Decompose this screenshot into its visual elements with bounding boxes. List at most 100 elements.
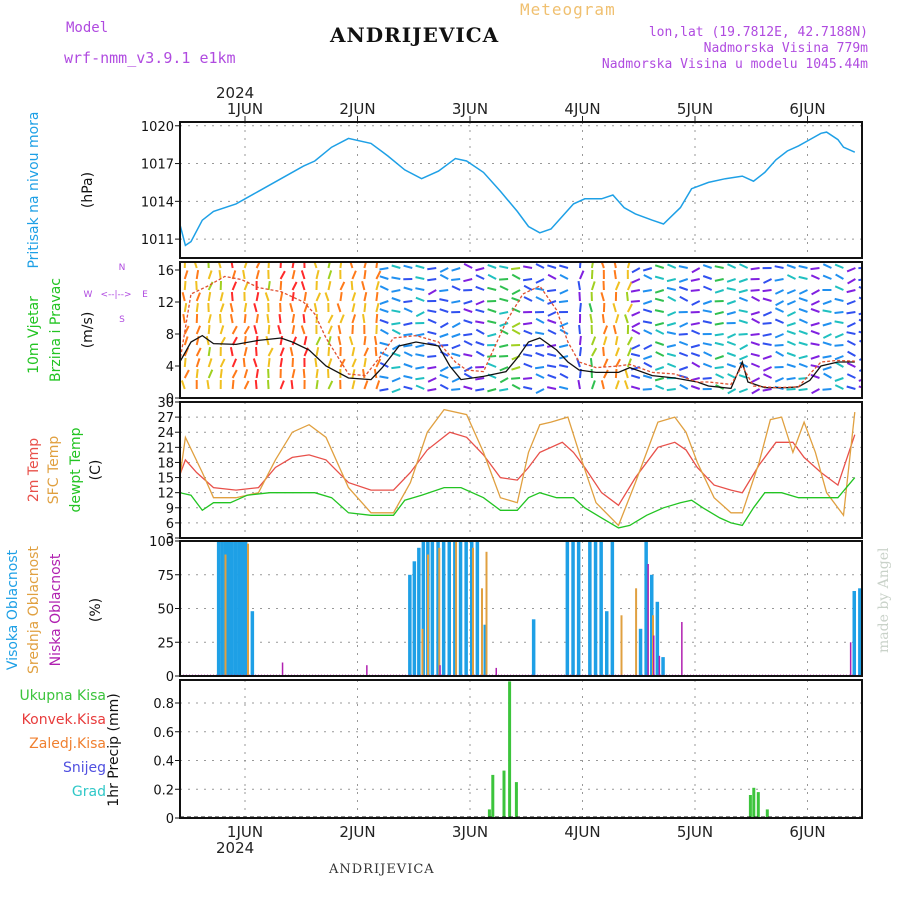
wind-barb bbox=[786, 388, 796, 391]
wind-barb bbox=[762, 366, 772, 372]
wind-barb bbox=[362, 313, 366, 324]
wind-barb bbox=[303, 291, 307, 302]
wind-barb bbox=[883, 321, 892, 323]
model-label: Model bbox=[66, 20, 109, 36]
x-tick-top-3JUN: 3JUN bbox=[452, 100, 488, 118]
wind-barb bbox=[642, 308, 653, 313]
y-tick-label: 0.8 bbox=[153, 697, 174, 712]
y-tick-label: 0.2 bbox=[153, 783, 174, 798]
precip-bar bbox=[514, 782, 518, 818]
temp-axis-title-3: dewpt Temp bbox=[68, 427, 84, 512]
wind-barb bbox=[810, 355, 820, 360]
wind-barb bbox=[475, 377, 485, 381]
y-tick-label: 25 bbox=[157, 636, 174, 651]
wind-barb bbox=[654, 309, 664, 313]
wind-barb bbox=[375, 262, 379, 269]
wind-barb bbox=[379, 285, 389, 291]
wind-barb bbox=[823, 372, 832, 379]
wind-barb bbox=[207, 270, 213, 280]
y-tick-label: 0 bbox=[166, 392, 174, 407]
wind-barb bbox=[702, 320, 712, 324]
wind-barb bbox=[591, 347, 598, 357]
wind-barb bbox=[403, 344, 413, 348]
wind-barb bbox=[391, 377, 401, 383]
wind-barb bbox=[858, 312, 862, 316]
wind-barb bbox=[291, 313, 296, 324]
wind-barb bbox=[750, 341, 760, 346]
wind-barb bbox=[643, 329, 653, 335]
wind-barb bbox=[612, 303, 617, 313]
wind-barb bbox=[714, 322, 724, 326]
wind-barb bbox=[691, 300, 701, 306]
wind-barb bbox=[463, 366, 473, 373]
wind-barb bbox=[403, 307, 413, 313]
wind-barb bbox=[439, 373, 449, 379]
wind-barb bbox=[535, 278, 545, 284]
wind-barb bbox=[763, 278, 773, 284]
wind-barb bbox=[858, 285, 862, 290]
wind-barb bbox=[858, 296, 862, 300]
wind-barb bbox=[373, 335, 378, 346]
wind-barb bbox=[427, 366, 437, 370]
wind-barb bbox=[798, 341, 808, 346]
y-tick-label: 15 bbox=[157, 472, 174, 487]
wind-barb bbox=[738, 319, 748, 324]
wind-barb bbox=[427, 330, 437, 335]
wind-barb bbox=[546, 386, 557, 390]
wind-barb bbox=[858, 368, 862, 372]
wind-barb bbox=[255, 368, 259, 379]
wind-barb bbox=[523, 329, 533, 335]
wind-barb bbox=[702, 264, 713, 269]
wind-barb bbox=[379, 351, 389, 357]
wind-barb bbox=[578, 291, 581, 302]
wind-barb bbox=[277, 325, 282, 335]
wind-barb bbox=[391, 264, 401, 269]
precip-bar bbox=[502, 770, 506, 818]
wind-barb bbox=[631, 278, 641, 284]
wind-barb bbox=[786, 264, 796, 269]
wind-barb bbox=[253, 303, 258, 313]
wind-barb bbox=[691, 361, 701, 368]
wind-barb bbox=[207, 324, 211, 335]
cloud-bar-mid_cloud bbox=[247, 543, 249, 676]
x-tick-bottom-3JUN: 3JUN bbox=[452, 823, 488, 841]
wind-barb bbox=[230, 291, 234, 302]
wind-barb bbox=[678, 366, 689, 371]
cloud-bar-mid_cloud bbox=[620, 615, 623, 676]
wind-barb bbox=[451, 267, 461, 272]
wind-barb bbox=[798, 307, 808, 313]
wind-barb bbox=[391, 297, 401, 302]
wind-barb bbox=[391, 322, 401, 326]
wind-barb bbox=[303, 303, 309, 313]
wind-barb bbox=[427, 267, 437, 271]
wind-barb bbox=[600, 262, 605, 269]
wind-barb bbox=[579, 270, 585, 280]
wind-barb bbox=[774, 318, 784, 324]
wind-barb bbox=[511, 377, 521, 380]
wind-barb bbox=[475, 320, 485, 324]
wind-barb bbox=[626, 336, 633, 346]
wind-barb bbox=[427, 278, 437, 282]
wind-barb bbox=[547, 319, 557, 324]
wind-barb bbox=[655, 384, 665, 390]
wind-barb bbox=[229, 302, 234, 313]
wind-barb bbox=[363, 291, 368, 302]
wind-barb bbox=[463, 263, 473, 269]
cloud-bar-mid_cloud bbox=[481, 588, 483, 676]
wind-barb bbox=[726, 363, 736, 368]
cloud-bar-high_cloud bbox=[243, 541, 248, 676]
wind-barb bbox=[451, 344, 461, 350]
wind-barb bbox=[243, 380, 250, 390]
wind-barb bbox=[750, 311, 760, 316]
wind-barb bbox=[774, 307, 784, 313]
y-tick-label: 50 bbox=[157, 603, 174, 618]
x-tick-bottom-2JUN: 2JUN bbox=[339, 823, 375, 841]
cloud-bar-high_cloud bbox=[483, 624, 487, 676]
wind-barb bbox=[231, 281, 238, 291]
wind-barb bbox=[559, 372, 569, 379]
wind-barb bbox=[351, 292, 357, 302]
wind-barb bbox=[590, 380, 596, 390]
wind-barb bbox=[786, 311, 796, 317]
wind-barb bbox=[667, 362, 677, 368]
cloud-unit: (%) bbox=[88, 598, 104, 622]
